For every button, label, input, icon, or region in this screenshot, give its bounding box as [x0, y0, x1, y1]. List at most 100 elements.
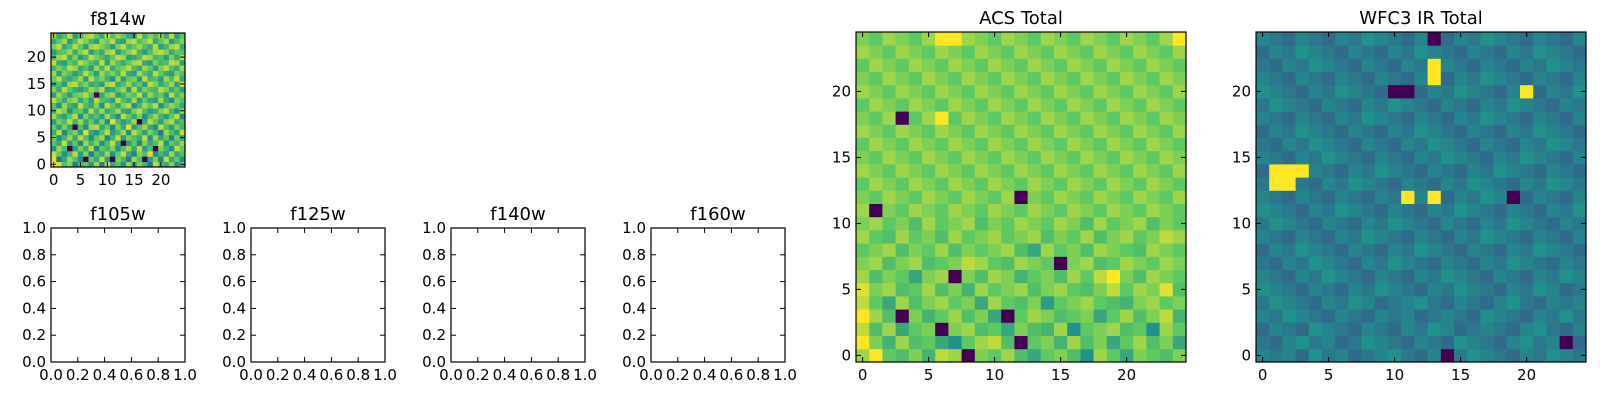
- heatmap-cell: [1133, 203, 1147, 218]
- heatmap-cell: [922, 98, 936, 112]
- heatmap-cell: [99, 102, 105, 109]
- heatmap-cell: [104, 38, 111, 45]
- y-tick-label: 0.4: [222, 299, 246, 317]
- heatmap-cell: [1027, 71, 1042, 86]
- heatmap-cell: [99, 129, 105, 136]
- heatmap-cell: [1133, 269, 1147, 284]
- heatmap-cell: [1480, 348, 1494, 362]
- heatmap-cell: [1106, 124, 1121, 138]
- heatmap-cell: [1106, 45, 1121, 59]
- heatmap-cell: [1546, 190, 1560, 204]
- heatmap-cell: [61, 59, 68, 66]
- heatmap-cell: [56, 145, 63, 152]
- heatmap-cell: [974, 45, 989, 59]
- heatmap-cell: [93, 140, 100, 146]
- heatmap-cell: [1027, 335, 1042, 350]
- heatmap-cell: [136, 102, 143, 109]
- heatmap-cell: [1559, 45, 1574, 59]
- heatmap-cell: [179, 33, 185, 39]
- heatmap-cell: [93, 75, 100, 82]
- heatmap-cell: [136, 134, 143, 141]
- heatmap-cell: [1172, 216, 1186, 231]
- heatmap-cell: [93, 43, 100, 50]
- heatmap-cell: [1440, 45, 1455, 59]
- heatmap-cell: [908, 71, 923, 86]
- heatmap-cell: [1440, 296, 1455, 310]
- heatmap-cell: [131, 118, 138, 125]
- heatmap-cell: [83, 150, 89, 157]
- heatmap-cell: [163, 65, 170, 71]
- heatmap-cell: [179, 150, 185, 157]
- heatmap-cell: [1159, 58, 1174, 72]
- heatmap-cell: [1172, 348, 1186, 362]
- heatmap-cell: [948, 111, 962, 125]
- heatmap-cell: [158, 70, 164, 77]
- heatmap-cell: [179, 75, 185, 82]
- heatmap-cell: [882, 190, 896, 204]
- heatmap-cell: [1067, 111, 1081, 125]
- heatmap-cell: [1295, 296, 1310, 310]
- heatmap-cell: [109, 54, 116, 61]
- heatmap-cell: [1001, 190, 1015, 204]
- heatmap-cell: [895, 164, 910, 178]
- y-tick-label: 0.8: [222, 246, 246, 264]
- heatmap-cell: [1133, 98, 1147, 112]
- heatmap-cell: [142, 113, 148, 120]
- heatmap-cell: [163, 81, 170, 87]
- heatmap-cell: [1467, 216, 1481, 231]
- heatmap-cell: [158, 49, 164, 55]
- heatmap-cell: [115, 113, 122, 120]
- y-tick-label: 0.2: [222, 326, 246, 344]
- heatmap-cell: [1335, 32, 1349, 46]
- heatmap-cell: [988, 230, 1002, 244]
- heatmap-cell: [1172, 282, 1186, 297]
- heatmap-cell: [1269, 203, 1283, 218]
- heatmap-cell: [1308, 243, 1323, 257]
- heatmap-cell: [1106, 98, 1121, 112]
- heatmap-cell: [168, 59, 175, 66]
- heatmap-cell: [1414, 230, 1428, 244]
- heatmap-cell: [1093, 58, 1108, 72]
- heatmap-cell: [115, 86, 122, 93]
- heatmap-cell: [1480, 335, 1494, 350]
- y-tick-label: 0.8: [22, 246, 46, 264]
- heatmap-cell: [869, 71, 883, 86]
- heatmap-cell: [1401, 164, 1415, 178]
- heatmap-cell: [1401, 309, 1415, 323]
- heatmap-cell: [1374, 348, 1389, 362]
- heatmap-cell: [1493, 45, 1508, 59]
- heatmap-cell: [1493, 124, 1508, 138]
- heatmap-cell: [142, 91, 148, 98]
- heatmap-cell: [1361, 269, 1376, 284]
- y-tick-label: 0.6: [22, 273, 46, 291]
- heatmap-cell: [1014, 216, 1028, 231]
- heatmap-cell: [1080, 322, 1094, 336]
- heatmap-cell: [1520, 164, 1534, 178]
- heatmap-cell: [869, 150, 883, 165]
- heatmap-cell: [1120, 269, 1134, 284]
- heatmap-cell: [1427, 111, 1442, 125]
- x-tick-label: 15: [1051, 366, 1070, 384]
- heatmap-cell: [961, 124, 976, 138]
- heatmap-cell: [1361, 190, 1376, 204]
- heatmap-cell: [988, 216, 1002, 231]
- heatmap-cell: [1401, 45, 1415, 59]
- heatmap-cell: [1467, 177, 1481, 191]
- heatmap-cell: [908, 45, 923, 59]
- heatmap-cell: [1067, 203, 1081, 218]
- heatmap-cell: [1054, 282, 1068, 297]
- heatmap-cell: [1401, 71, 1415, 86]
- heatmap-cell: [1256, 322, 1270, 336]
- heatmap-cell: [1427, 243, 1442, 257]
- heatmap-cell: [163, 108, 170, 114]
- heatmap-cell: [1014, 164, 1028, 178]
- heatmap-cell: [1520, 243, 1534, 257]
- heatmap-cell: [1480, 322, 1494, 336]
- heatmap-cell: [83, 91, 89, 98]
- heatmap-cell: [961, 98, 976, 112]
- heatmap-cell: [115, 75, 122, 82]
- y-ticks: 0.00.20.40.60.81.0: [622, 219, 785, 371]
- heatmap-cell: [1322, 296, 1336, 310]
- heatmap-cell: [152, 156, 159, 163]
- x-ticks: 0.0 0.2 0.4 0.6 0.8 1.0: [39, 228, 197, 384]
